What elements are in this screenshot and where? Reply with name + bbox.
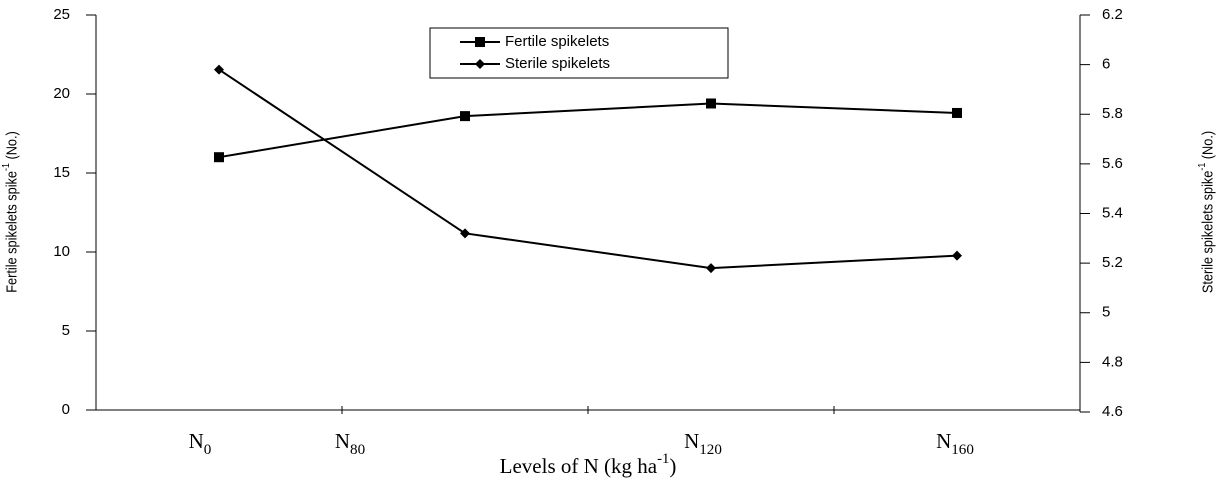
marker [952, 250, 962, 261]
x-tick-label: N80 [335, 429, 365, 459]
marker [475, 59, 485, 69]
y-axis-label: Fertile spikelets spike-1 (No.) [0, 131, 19, 293]
legend-label: Sterile spikelets [505, 55, 610, 72]
marker [706, 263, 716, 274]
y-tick-label: 0 [62, 401, 70, 418]
y2-tick-label: 5 [1102, 304, 1110, 321]
marker [952, 107, 962, 118]
y-tick-label: 20 [53, 85, 70, 102]
y-tick-label: 25 [53, 6, 70, 23]
marker [460, 228, 470, 239]
y2-tick-label: 6 [1102, 56, 1110, 73]
legend-box [429, 27, 729, 79]
x-tick-label: N160 [936, 429, 974, 459]
x-tick-label: N0 [189, 429, 212, 459]
y2-tick-label: 4.6 [1102, 403, 1123, 420]
marker [214, 64, 224, 75]
y2-tick-label: 5.8 [1102, 105, 1123, 122]
legend-label: Fertile spikelets [505, 33, 609, 50]
marker [706, 98, 716, 109]
y-tick-label: 10 [53, 243, 70, 260]
x-tick-label: N120 [684, 429, 722, 459]
y2-tick-label: 4.8 [1102, 353, 1123, 370]
y2-tick-label: 5.6 [1102, 155, 1123, 172]
x-axis-label: Levels of N (kg ha-1) [500, 451, 677, 477]
y2-tick-label: 6.2 [1102, 6, 1123, 23]
line [218, 102, 958, 159]
marker [214, 152, 224, 163]
line [218, 68, 958, 270]
marker [475, 37, 485, 47]
y-tick-label: 15 [53, 164, 70, 181]
y2-tick-label: 5.4 [1102, 204, 1123, 221]
marker [460, 111, 470, 122]
y-tick-label: 5 [62, 322, 70, 339]
y2-tick-label: 5.2 [1102, 254, 1123, 271]
y2-axis-label: Sterile spikelets spike-1 (No.) [1196, 131, 1215, 293]
